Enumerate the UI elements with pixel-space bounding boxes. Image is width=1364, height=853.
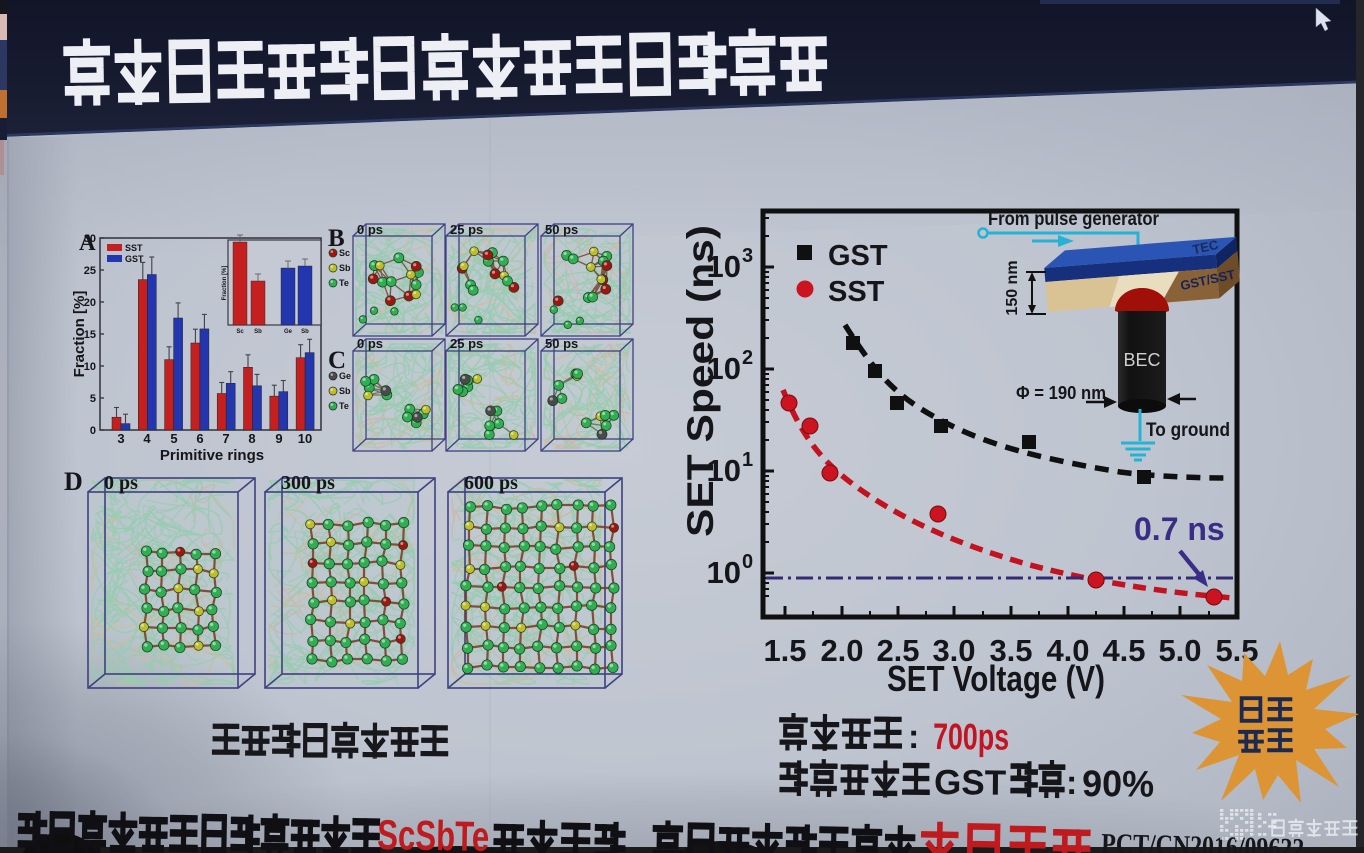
svg-text:To ground: To ground xyxy=(1146,420,1230,441)
svg-text:20: 20 xyxy=(84,297,96,309)
svg-text:Fraction [%]: Fraction [%] xyxy=(71,291,88,378)
svg-text:Sb: Sb xyxy=(339,263,351,273)
svg-text:SET Voltage (V): SET Voltage (V) xyxy=(887,658,1105,699)
svg-text:Sb: Sb xyxy=(301,329,309,335)
svg-text:Fraction [%]: Fraction [%] xyxy=(222,266,228,301)
svg-text:25 ps: 25 ps xyxy=(450,336,483,351)
svg-text:10: 10 xyxy=(84,361,96,373)
svg-text:Te: Te xyxy=(339,278,349,288)
svg-text:7: 7 xyxy=(222,431,229,446)
svg-text:From pulse generator: From pulse generator xyxy=(988,209,1160,230)
svg-text:5: 5 xyxy=(90,393,96,405)
svg-text:4.5: 4.5 xyxy=(1102,633,1145,668)
svg-text:3.0: 3.0 xyxy=(932,633,975,668)
svg-text:D: D xyxy=(64,467,83,496)
svg-text:2.5: 2.5 xyxy=(876,633,919,668)
svg-text:3.5: 3.5 xyxy=(989,633,1032,668)
svg-text:SST: SST xyxy=(828,276,885,308)
svg-text:50 ps: 50 ps xyxy=(545,222,578,237)
svg-text:A: A xyxy=(79,230,96,255)
svg-text:ScSbTe: ScSbTe xyxy=(377,811,490,853)
svg-text:25: 25 xyxy=(84,265,96,277)
svg-text:10: 10 xyxy=(298,431,312,446)
svg-text:0: 0 xyxy=(742,551,753,573)
svg-text::: : xyxy=(1066,764,1077,802)
svg-text:1.5: 1.5 xyxy=(763,633,806,668)
svg-text:300 ps: 300 ps xyxy=(281,472,335,494)
svg-text:Φ = 190 nm: Φ = 190 nm xyxy=(1016,383,1106,403)
svg-text:50 ps: 50 ps xyxy=(545,336,578,351)
svg-text:GST: GST xyxy=(125,254,144,264)
svg-text:SST: SST xyxy=(125,243,143,253)
svg-text:150 nm: 150 nm xyxy=(1004,260,1021,315)
svg-text:Primitive rings: Primitive rings xyxy=(160,447,264,464)
svg-text:700ps: 700ps xyxy=(933,716,1009,758)
svg-text:0 ps: 0 ps xyxy=(357,336,383,351)
svg-text:Sb: Sb xyxy=(339,386,351,396)
svg-text:30: 30 xyxy=(84,233,96,245)
svg-text:4.0: 4.0 xyxy=(1046,633,1089,668)
svg-text:4: 4 xyxy=(143,431,151,446)
svg-text:Sc: Sc xyxy=(339,248,350,258)
svg-text:5.0: 5.0 xyxy=(1158,633,1201,668)
svg-text:GST: GST xyxy=(934,763,1006,803)
svg-text:Ge: Ge xyxy=(339,371,351,381)
svg-text:600 ps: 600 ps xyxy=(464,472,518,494)
svg-text:Sc: Sc xyxy=(236,329,244,335)
svg-text:BEC: BEC xyxy=(1123,350,1160,370)
svg-text:3: 3 xyxy=(117,431,124,446)
svg-text:C: C xyxy=(328,347,346,374)
svg-text:15: 15 xyxy=(84,329,96,341)
svg-text:25 ps: 25 ps xyxy=(450,222,483,237)
svg-text:1: 1 xyxy=(742,449,753,471)
svg-text:2.0: 2.0 xyxy=(820,633,863,668)
svg-text:Te: Te xyxy=(339,401,349,411)
svg-text:B: B xyxy=(328,225,345,252)
svg-text::: : xyxy=(908,718,919,756)
svg-text:10: 10 xyxy=(707,249,741,284)
svg-text:6: 6 xyxy=(196,431,203,446)
svg-text:10: 10 xyxy=(707,453,741,488)
svg-text:9: 9 xyxy=(275,431,282,446)
svg-text:2: 2 xyxy=(742,347,753,369)
svg-text:10: 10 xyxy=(707,351,741,386)
svg-text:TEC: TEC xyxy=(1191,237,1220,257)
svg-text:PCT/CN2016/09622: PCT/CN2016/09622 xyxy=(1101,828,1305,853)
svg-text:5: 5 xyxy=(170,431,177,446)
svg-text:SET Speed (ns): SET Speed (ns) xyxy=(680,225,721,537)
svg-text:3: 3 xyxy=(742,245,753,267)
svg-text:0: 0 xyxy=(90,425,96,437)
svg-text:8: 8 xyxy=(248,431,255,446)
svg-text:GST: GST xyxy=(828,240,888,272)
svg-text:10: 10 xyxy=(707,555,741,590)
svg-text:Ge: Ge xyxy=(284,329,293,335)
svg-text:90%: 90% xyxy=(1082,763,1154,805)
svg-text:0 ps: 0 ps xyxy=(104,472,138,494)
svg-text:Sb: Sb xyxy=(254,329,262,335)
svg-text:0 ps: 0 ps xyxy=(357,222,383,237)
svg-text:0.7 ns: 0.7 ns xyxy=(1134,511,1225,547)
